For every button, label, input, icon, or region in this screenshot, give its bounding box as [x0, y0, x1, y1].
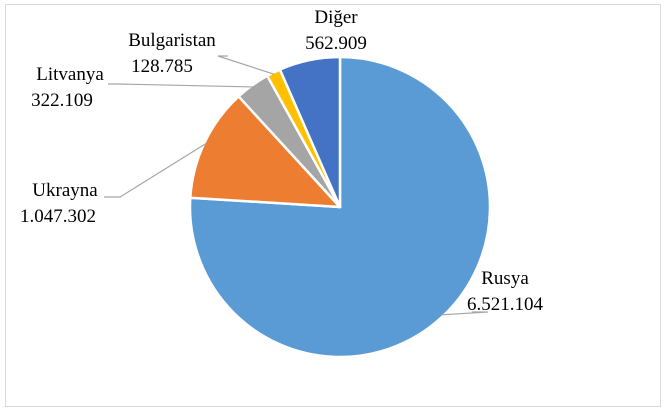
data-label-name-bulgaristan: Bulgaristan	[128, 30, 216, 51]
leader-line-litvanya	[108, 83, 254, 88]
data-label-name-litvanya: Litvanya	[36, 64, 104, 85]
data-label-value-litvanya: 322.109	[31, 90, 93, 111]
pie-slice-ukrayna	[189, 95, 342, 209]
data-label-name-di-er: Diğer	[314, 7, 358, 28]
leader-line-ukrayna	[104, 142, 207, 198]
pie-slice-di-er	[278, 55, 342, 209]
data-label-name-rusya: Rusya	[481, 268, 529, 289]
data-label-value-ukrayna: 1.047.302	[20, 206, 96, 227]
data-label-value-di-er: 562.909	[305, 33, 367, 54]
data-label-value-bulgaristan: 128.785	[131, 56, 193, 77]
leader-line-bulgaristan	[217, 55, 275, 75]
leader-line-rusya	[441, 311, 489, 316]
data-label-value-rusya: 6.521.104	[467, 294, 544, 315]
data-label-name-ukrayna: Ukrayna	[32, 180, 98, 201]
pie-slice-rusya	[188, 55, 492, 359]
